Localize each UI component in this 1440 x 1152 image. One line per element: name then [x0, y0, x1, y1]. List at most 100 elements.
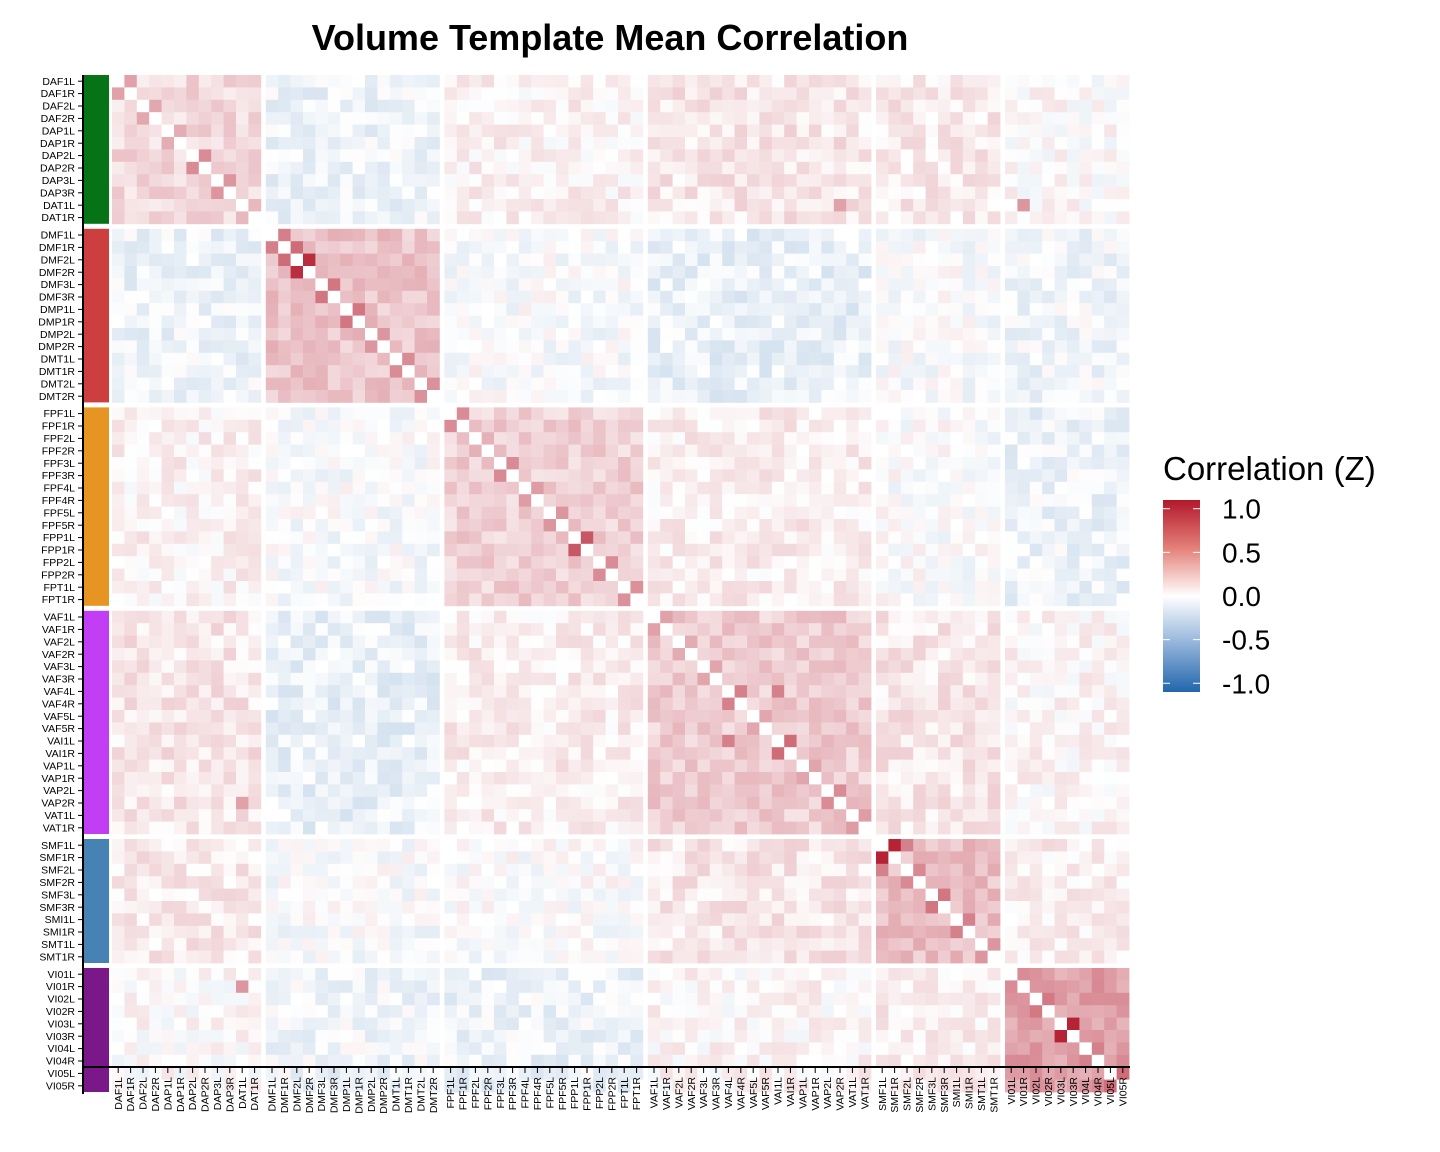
- heatmap-cell: [876, 593, 889, 607]
- heatmap-cell: [1104, 660, 1117, 674]
- heatmap-cell: [211, 734, 224, 748]
- heatmap-cell: [630, 253, 644, 267]
- heatmap-cell: [161, 340, 175, 354]
- heatmap-cell: [481, 161, 495, 175]
- heatmap-cell: [211, 821, 224, 835]
- heatmap-cell: [531, 315, 544, 329]
- heatmap-cell: [950, 506, 964, 520]
- heatmap-cell: [149, 543, 162, 557]
- heatmap-cell: [833, 457, 847, 470]
- heatmap-cell: [846, 75, 859, 88]
- heatmap-cell: [1005, 186, 1018, 200]
- heatmap-cell: [248, 568, 262, 582]
- heatmap-cell: [414, 228, 428, 242]
- heatmap-cell: [938, 303, 951, 316]
- heatmap-cell: [913, 481, 926, 495]
- heatmap-cell: [174, 759, 187, 773]
- heatmap-cell: [1029, 199, 1043, 212]
- heatmap-cell: [771, 407, 785, 421]
- heatmap-cell: [605, 697, 619, 711]
- heatmap-cell: [377, 531, 391, 545]
- heatmap-cell: [747, 407, 760, 421]
- heatmap-cell: [340, 568, 353, 582]
- heatmap-cell: [1005, 315, 1018, 329]
- heatmap-cell: [136, 672, 150, 686]
- heatmap-cell: [402, 211, 415, 225]
- heatmap-cell: [278, 137, 291, 150]
- heatmap-cell: [605, 531, 619, 545]
- heatmap-cell: [962, 444, 976, 458]
- heatmap-cell: [697, 407, 711, 421]
- heatmap-cell: [734, 543, 748, 557]
- heatmap-cell: [265, 821, 279, 835]
- heatmap-cell: [506, 241, 520, 254]
- heatmap-cell: [531, 112, 544, 125]
- heatmap-cell: [236, 186, 249, 200]
- heatmap-cell: [759, 419, 773, 433]
- heatmap-cell: [950, 390, 964, 403]
- heatmap-cell: [1054, 253, 1068, 267]
- heatmap-cell: [950, 796, 964, 810]
- heatmap-cell: [315, 697, 329, 711]
- heatmap-cell: [469, 747, 482, 760]
- heatmap-cell: [506, 568, 520, 582]
- heatmap-cell: [124, 112, 138, 125]
- heatmap-cell: [352, 851, 366, 865]
- heatmap-cell: [685, 556, 698, 569]
- heatmap-cell: [1116, 365, 1130, 378]
- heatmap-cell: [876, 303, 889, 316]
- heatmap-cell: [377, 161, 391, 175]
- heatmap-cell: [456, 75, 470, 88]
- heatmap-cell: [1116, 303, 1130, 316]
- heatmap-cell: [833, 821, 847, 835]
- heatmap-cell: [315, 149, 329, 163]
- heatmap-cell: [975, 556, 988, 569]
- heatmap-cell: [1029, 839, 1043, 852]
- heatmap-cell: [962, 457, 976, 470]
- heatmap-cell: [377, 186, 391, 200]
- heatmap-cell: [858, 211, 872, 225]
- heatmap-cell: [290, 328, 304, 341]
- heatmap-cell: [1017, 278, 1031, 292]
- heatmap-cell: [414, 543, 428, 557]
- heatmap-cell: [481, 660, 495, 674]
- heatmap-cell: [506, 112, 520, 125]
- heatmap-cell: [223, 863, 237, 877]
- heatmap-cell: [846, 365, 859, 378]
- heatmap-cell: [1029, 124, 1043, 138]
- heatmap-cell: [1104, 772, 1117, 785]
- heatmap-cell: [248, 124, 262, 138]
- heatmap-cell: [747, 149, 760, 163]
- heatmap-cell: [938, 186, 951, 200]
- heatmap-cell: [660, 710, 673, 723]
- heatmap-cell: [352, 290, 366, 304]
- heatmap-cell: [389, 278, 403, 292]
- heatmap-cell: [456, 419, 470, 433]
- heatmap-cell: [685, 734, 698, 748]
- heatmap-cell: [136, 506, 150, 520]
- heatmap-cell: [265, 365, 279, 378]
- heatmap-cell: [568, 174, 582, 187]
- heatmap-cell: [568, 432, 582, 445]
- heatmap-cell: [211, 278, 224, 292]
- heatmap-cell: [580, 734, 594, 748]
- heatmap-cell: [888, 407, 902, 421]
- heatmap-cell: [315, 685, 329, 698]
- heatmap-cell: [174, 407, 187, 421]
- heatmap-cell: [759, 352, 773, 366]
- heatmap-cell: [759, 697, 773, 711]
- heatmap-cell: [556, 593, 569, 607]
- heatmap-cell: [950, 519, 964, 532]
- heatmap-cell: [149, 149, 162, 163]
- heatmap-cell: [771, 211, 785, 225]
- heatmap-cell: [161, 581, 175, 594]
- heatmap-cell: [1029, 303, 1043, 316]
- heatmap-cell: [771, 365, 785, 378]
- heatmap-cell: [223, 211, 237, 225]
- heatmap-cell: [414, 531, 428, 545]
- heatmap-cell: [223, 419, 237, 433]
- heatmap-cell: [494, 199, 507, 212]
- heatmap-cell: [876, 481, 889, 495]
- heatmap-cell: [747, 112, 760, 125]
- heatmap-cell: [506, 851, 520, 865]
